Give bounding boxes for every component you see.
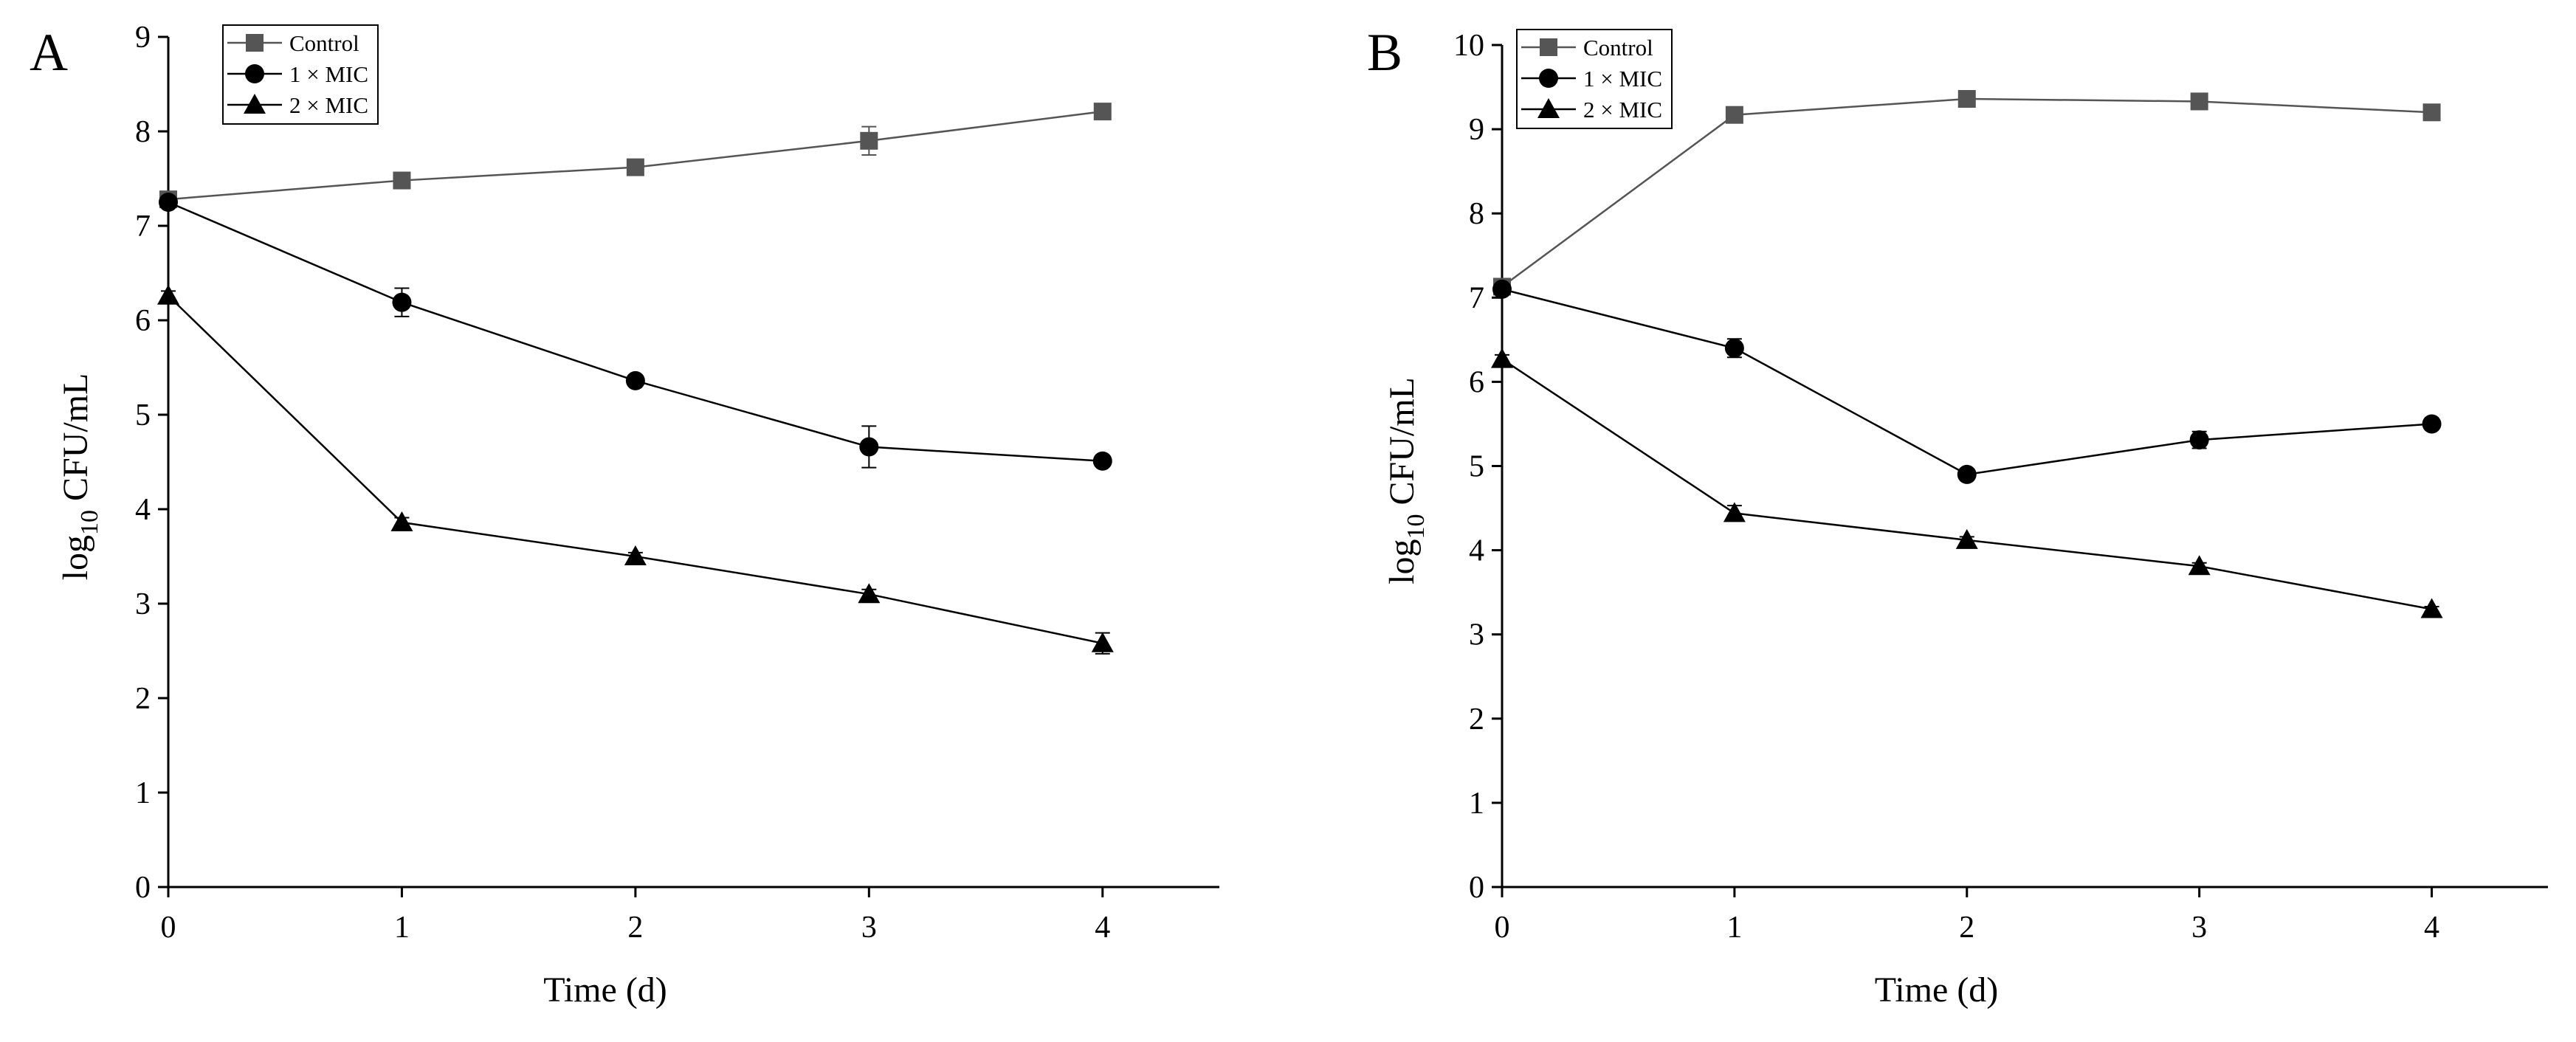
legend-label: 1 × MIC — [289, 61, 368, 87]
legend-marker — [1539, 69, 1558, 88]
data-point — [860, 131, 878, 150]
x-axis-title: Time (d) — [543, 970, 667, 1010]
y-axis-title: log10 CFU/mL — [1382, 377, 1430, 584]
y-axis-title-unit: CFU/mL — [1382, 377, 1422, 514]
data-point — [1724, 338, 1744, 358]
x-tick-label: 3 — [2191, 911, 2207, 945]
legend-label: 1 × MIC — [1583, 66, 1662, 92]
legend-label: 2 × MIC — [289, 92, 368, 118]
series-line — [1501, 358, 2432, 610]
legend-marker — [244, 94, 266, 114]
data-point — [392, 292, 412, 312]
data-point — [1723, 502, 1746, 522]
data-point — [1091, 632, 1114, 652]
y-tick-label: 6 — [135, 304, 151, 338]
series-circle — [159, 193, 1112, 471]
x-axis-title: Time (d) — [1875, 970, 1999, 1010]
series-line — [168, 201, 1103, 462]
data-point — [1492, 279, 1512, 299]
data-point — [2420, 598, 2443, 618]
y-tick-label: 10 — [1453, 29, 1484, 63]
series-square — [1493, 90, 2441, 296]
series-triangle — [157, 284, 1114, 655]
y-axis-title-main: log — [1382, 539, 1422, 584]
data-point — [1957, 464, 1977, 484]
data-point — [1955, 528, 1978, 549]
y-tick-label: 8 — [1469, 197, 1484, 231]
x-tick-label: 3 — [861, 911, 877, 945]
legend-marker — [1537, 98, 1560, 118]
y-axis-title-subscript: 10 — [1402, 514, 1430, 539]
data-point — [2188, 555, 2211, 576]
y-tick-label: 9 — [135, 21, 151, 55]
legend-marker — [245, 64, 264, 83]
x-tick-label: 0 — [161, 911, 176, 945]
legend-label: Control — [289, 30, 359, 56]
data-point — [1957, 90, 1976, 108]
data-point — [390, 511, 413, 531]
x-tick-label: 0 — [1495, 911, 1510, 945]
data-point — [1093, 103, 1112, 121]
panel-label: A — [30, 23, 68, 82]
y-axis-title-subscript: 10 — [76, 510, 103, 535]
y-tick-label: 9 — [1469, 113, 1484, 147]
y-tick-label: 6 — [1469, 365, 1484, 399]
y-tick-label: 0 — [1469, 871, 1484, 905]
y-tick-label: 0 — [135, 871, 151, 905]
y-tick-label: 8 — [135, 115, 151, 149]
y-axis-title-unit: CFU/mL — [56, 373, 95, 510]
data-point — [2422, 414, 2442, 434]
data-point — [2422, 103, 2441, 122]
x-tick-label: 2 — [1959, 911, 1974, 945]
y-axis-title-main: log — [56, 535, 95, 580]
panel-label: B — [1367, 23, 1402, 82]
legend: Control 1 × MIC 2 × MIC — [1516, 29, 1673, 129]
data-point — [859, 437, 879, 457]
data-point — [157, 284, 179, 305]
data-point — [2189, 430, 2209, 450]
x-tick-label: 1 — [1726, 911, 1742, 945]
data-point — [2190, 92, 2208, 111]
legend-marker — [1540, 38, 1557, 56]
y-tick-label: 1 — [135, 776, 151, 810]
y-tick-label: 2 — [135, 682, 151, 716]
y-tick-label: 7 — [1469, 281, 1484, 315]
y-tick-label: 3 — [1469, 618, 1484, 652]
y-tick-label: 2 — [1469, 703, 1484, 736]
y-axis-title: log10 CFU/mL — [56, 373, 103, 581]
series-line — [168, 294, 1103, 644]
chart-panel-a: 0 1 2 3 4 5 6 7 8 9 0 1 2 3 4 Time (d) log10 CFU/mL A Cont… — [30, 21, 1219, 1010]
x-tick-label: 2 — [627, 911, 643, 945]
data-point — [626, 158, 644, 176]
data-point — [159, 193, 178, 212]
y-tick-label: 4 — [1469, 534, 1484, 568]
data-point — [1092, 451, 1112, 471]
y-tick-label: 4 — [135, 493, 151, 527]
series-line — [1501, 288, 2432, 476]
x-tick-label: 1 — [394, 911, 410, 945]
data-point — [624, 545, 647, 565]
y-tick-label: 3 — [135, 587, 151, 621]
y-tick-label: 7 — [135, 210, 151, 244]
legend: Control 1 × MIC 2 × MIC — [222, 24, 379, 125]
legend-marker — [246, 34, 264, 52]
data-point — [625, 370, 645, 390]
data-point — [393, 171, 411, 190]
y-tick-label: 5 — [1469, 450, 1484, 484]
data-point — [1491, 348, 1513, 368]
x-tick-label: 4 — [2424, 911, 2439, 945]
legend-label: Control — [1583, 35, 1653, 61]
y-tick-label: 5 — [135, 398, 151, 432]
data-point — [1725, 106, 1743, 124]
y-tick-label: 1 — [1469, 787, 1484, 821]
series-triangle — [1491, 348, 2443, 618]
data-point — [858, 583, 881, 604]
series-circle — [1492, 279, 2442, 484]
legend-label: 2 × MIC — [1583, 97, 1662, 123]
x-tick-label: 4 — [1095, 911, 1110, 945]
